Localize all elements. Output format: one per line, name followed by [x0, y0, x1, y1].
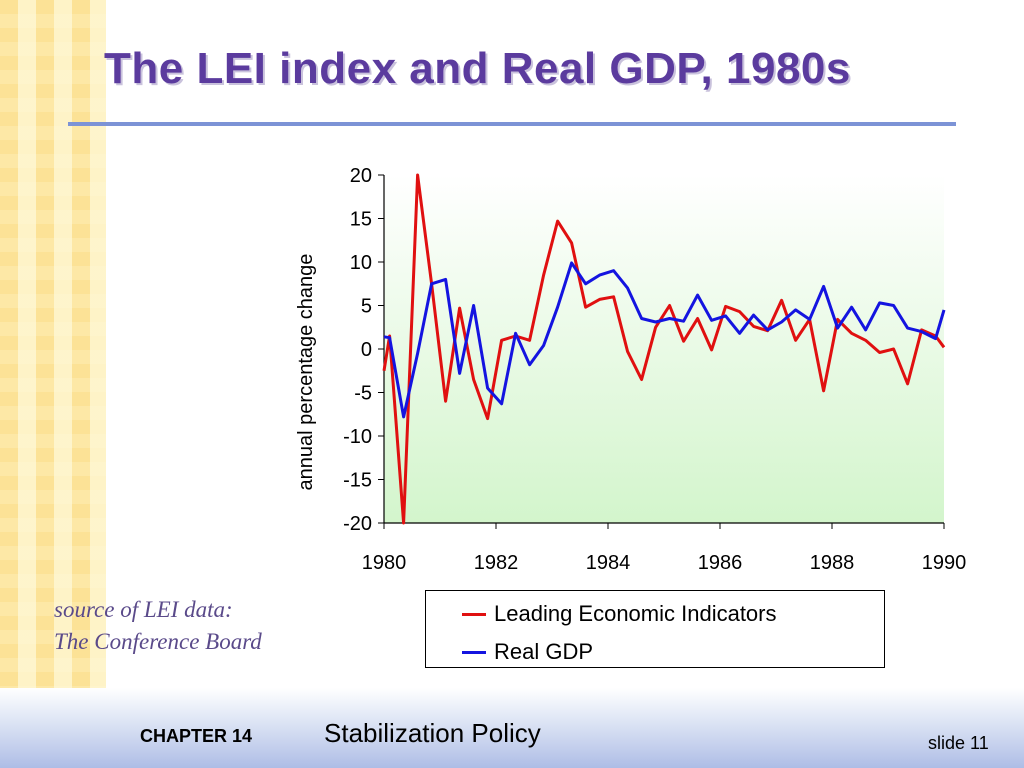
- y-tick-label: 0: [361, 339, 372, 361]
- series-line-lei: [382, 173, 946, 525]
- y-axis-label: annual percentage change: [295, 254, 317, 491]
- legend-swatch-gdp: [462, 650, 486, 654]
- source-note-line1: source of LEI data:: [54, 597, 233, 622]
- y-axis: 20 15 10 5 0 -5 -10 -15 -20: [343, 165, 385, 535]
- decorative-left-stripe: [0, 0, 106, 768]
- series-layer: [382, 173, 946, 525]
- y-tick-label: 5: [361, 296, 372, 318]
- x-tick-label: 1990: [922, 552, 967, 574]
- y-tick-label: -15: [343, 470, 372, 492]
- x-axis: 1980 1982 1984 1986 1988 1990: [362, 522, 967, 574]
- chart-legend: Leading Economic Indicators Real GDP: [425, 590, 885, 668]
- source-note-line2: The Conference Board: [54, 629, 262, 654]
- y-tick-label: -20: [343, 513, 372, 535]
- source-note: source of LEI data: The Conference Board: [54, 594, 262, 658]
- footer-chapter: CHAPTER 14: [140, 726, 253, 746]
- legend-item-gdp: Real GDP: [462, 639, 593, 665]
- slide-title: The LEI index and Real GDP, 1980s: [104, 44, 851, 93]
- title-divider: [68, 122, 956, 126]
- legend-swatch-lei: [462, 612, 486, 616]
- y-tick-label: -5: [354, 383, 372, 405]
- legend-label-gdp: Real GDP: [494, 639, 594, 664]
- x-tick-label: 1988: [810, 552, 855, 574]
- y-tick-label: -10: [343, 426, 372, 448]
- footer-slide-number: slide 11: [928, 733, 989, 753]
- plot-area: [384, 175, 944, 523]
- y-tick-label: 10: [350, 252, 372, 274]
- footer-topic: Stabilization Policy: [324, 718, 541, 748]
- x-tick-label: 1986: [698, 552, 743, 574]
- y-tick-label: 20: [350, 165, 372, 187]
- legend-label-lei: Leading Economic Indicators: [494, 601, 777, 626]
- x-tick-label: 1984: [586, 552, 631, 574]
- y-tick-label: 15: [350, 209, 372, 231]
- footer-bar: [0, 688, 1024, 768]
- series-line-real-gdp: [383, 261, 946, 419]
- x-tick-label: 1980: [362, 552, 407, 574]
- legend-item-lei: Leading Economic Indicators: [462, 601, 777, 627]
- x-tick-label: 1982: [474, 552, 519, 574]
- line-chart: 20 15 10 5 0 -5 -10 -15 -20 1980 1982 1984 1986 1988…: [295, 165, 967, 574]
